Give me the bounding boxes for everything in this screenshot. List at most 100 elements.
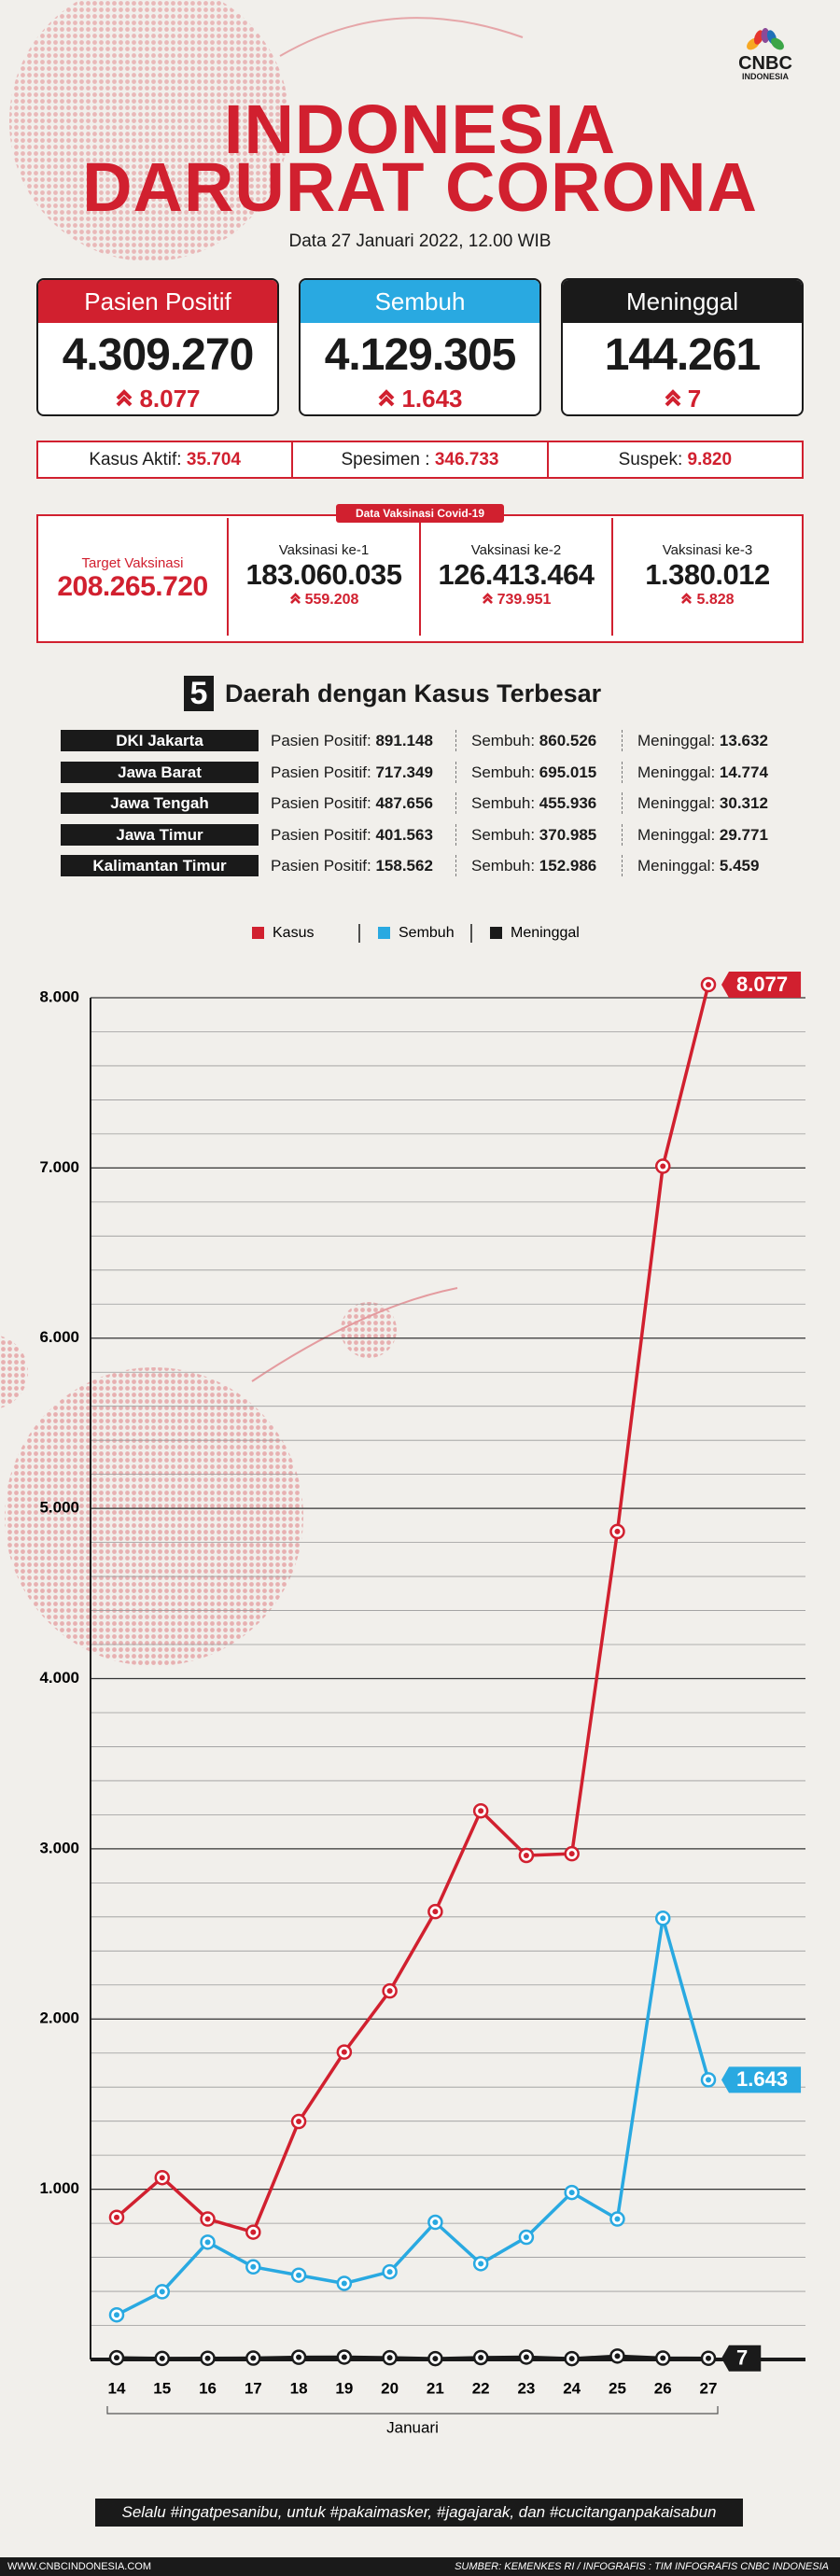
data-point-center bbox=[341, 2280, 347, 2287]
data-point-center bbox=[341, 2049, 347, 2055]
data-point-center bbox=[706, 981, 711, 987]
column-separator bbox=[622, 761, 623, 783]
summary-box: Meninggal 144.261 7 bbox=[561, 278, 804, 416]
region-cell-label: Pasien Positif: bbox=[271, 825, 371, 844]
x-tick-label: 26 bbox=[654, 2379, 672, 2397]
region-cell-value: 891.148 bbox=[375, 732, 433, 749]
column-separator bbox=[622, 730, 623, 751]
dose-label: Vaksinasi ke-1 bbox=[278, 542, 370, 558]
up-icon bbox=[117, 389, 133, 407]
region-name: Jawa Tengah bbox=[61, 792, 259, 814]
summary-delta: 7 bbox=[563, 385, 802, 413]
data-point-center bbox=[159, 2289, 165, 2295]
summary-value: 4.309.270 bbox=[62, 330, 255, 380]
legend-swatch bbox=[252, 927, 264, 939]
data-point-center bbox=[204, 2216, 211, 2222]
divider bbox=[611, 518, 613, 636]
region-cell: Sembuh: 860.526 bbox=[471, 730, 596, 751]
region-cell: Sembuh: 152.986 bbox=[471, 855, 596, 876]
dose-delta-value: 739.951 bbox=[497, 592, 552, 608]
dose-delta: 559.208 bbox=[229, 592, 419, 609]
summary-box: Sembuh 4.129.305 1.643 bbox=[299, 278, 541, 416]
target-value: 208.265.720 bbox=[57, 571, 208, 602]
logo: CNBC INDONESIA bbox=[719, 28, 812, 81]
region-cell: Meninggal: 30.312 bbox=[637, 792, 768, 814]
dose-delta-value: 5.828 bbox=[696, 592, 735, 608]
data-point-center bbox=[386, 2355, 393, 2361]
title: INDONESIA bbox=[223, 91, 617, 168]
dose-value: 126.413.464 bbox=[438, 558, 595, 591]
column-separator bbox=[622, 855, 623, 876]
data-point-center bbox=[568, 2356, 575, 2362]
region-name: Kalimantan Timur bbox=[61, 855, 259, 876]
region-cell-label: Meninggal: bbox=[637, 732, 716, 749]
y-tick-label: 1.000 bbox=[39, 2179, 79, 2197]
x-axis-label: Januari bbox=[386, 2418, 439, 2436]
region-cell-label: Pasien Positif: bbox=[271, 763, 371, 781]
x-tick-label: 19 bbox=[335, 2379, 353, 2397]
up-icon bbox=[681, 593, 693, 604]
logo-icon bbox=[747, 28, 784, 50]
data-point-center bbox=[568, 1851, 575, 1857]
data-point-center bbox=[660, 1163, 666, 1169]
title: DARURAT CORONA bbox=[82, 148, 758, 226]
data-point-center bbox=[114, 2355, 119, 2361]
stat: Spesimen : 346.733 bbox=[293, 442, 549, 477]
logo-text: CNBC bbox=[738, 53, 792, 74]
data-point-center bbox=[478, 2354, 484, 2360]
data-point-center bbox=[478, 2261, 484, 2267]
region-cell: Meninggal: 14.774 bbox=[637, 762, 768, 783]
summary-delta: 1.643 bbox=[301, 385, 539, 413]
stat-label: Spesimen : bbox=[341, 450, 430, 469]
region-cell-label: Meninggal: bbox=[637, 794, 716, 812]
region-cell-value: 158.562 bbox=[375, 857, 433, 875]
dose-delta: 739.951 bbox=[421, 592, 611, 609]
region-cell-label: Sembuh: bbox=[471, 763, 536, 781]
region-cell: Sembuh: 695.015 bbox=[471, 762, 596, 783]
x-tick-label: 23 bbox=[517, 2379, 535, 2397]
x-tick-label: 14 bbox=[108, 2379, 126, 2397]
divider bbox=[419, 518, 421, 636]
data-point-center bbox=[660, 2355, 666, 2361]
summary-label: Sembuh bbox=[301, 280, 539, 323]
x-label-bracket bbox=[106, 2406, 719, 2415]
data-point-center bbox=[706, 2077, 711, 2083]
data-point-center bbox=[114, 2312, 119, 2318]
value-label-text: 7 bbox=[736, 2346, 748, 2370]
data-point-center bbox=[568, 2190, 575, 2196]
value-label-box bbox=[721, 2345, 762, 2372]
summary-label: Meninggal bbox=[563, 280, 802, 323]
legend-swatch bbox=[378, 927, 390, 939]
summary-value: 4.129.305 bbox=[324, 330, 517, 380]
x-tick-label: 17 bbox=[245, 2379, 262, 2397]
data-point-center bbox=[204, 2355, 211, 2361]
dose-delta: 5.828 bbox=[613, 592, 802, 609]
summary-label: Pasien Positif bbox=[38, 280, 277, 323]
dose-label: Vaksinasi ke-3 bbox=[662, 542, 753, 558]
summary-delta-value: 1.643 bbox=[401, 385, 463, 413]
region-cell: Sembuh: 370.985 bbox=[471, 824, 596, 846]
region-cell-value: 487.656 bbox=[375, 794, 433, 812]
region-cell-label: Pasien Positif: bbox=[271, 794, 371, 812]
region-cell-value: 860.526 bbox=[539, 732, 597, 749]
up-icon bbox=[379, 389, 395, 407]
vaccination-tag: Data Vaksinasi Covid-19 bbox=[336, 504, 504, 523]
website: WWW.CNBCINDONESIA.COM bbox=[7, 2561, 151, 2572]
region-cell-value: 455.936 bbox=[539, 794, 597, 812]
data-point-center bbox=[250, 2263, 257, 2270]
value-label-box bbox=[721, 971, 802, 998]
region-cell: Meninggal: 29.771 bbox=[637, 824, 768, 846]
stat-label: Kasus Aktif: bbox=[89, 450, 182, 469]
data-point-center bbox=[386, 1988, 393, 1995]
up-icon bbox=[289, 593, 301, 604]
region-cell-value: 14.774 bbox=[719, 763, 768, 781]
series-line bbox=[116, 1916, 710, 2317]
data-point-center bbox=[432, 1909, 439, 1915]
data-point-center bbox=[660, 1915, 666, 1922]
up-icon bbox=[482, 593, 493, 604]
y-tick-label: 6.000 bbox=[39, 1328, 79, 1346]
column-separator bbox=[622, 792, 623, 814]
region-cell-value: 13.632 bbox=[719, 732, 768, 749]
y-tick-label: 4.000 bbox=[39, 1669, 79, 1687]
summary-box: Pasien Positif 4.309.270 8.077 bbox=[36, 278, 279, 416]
